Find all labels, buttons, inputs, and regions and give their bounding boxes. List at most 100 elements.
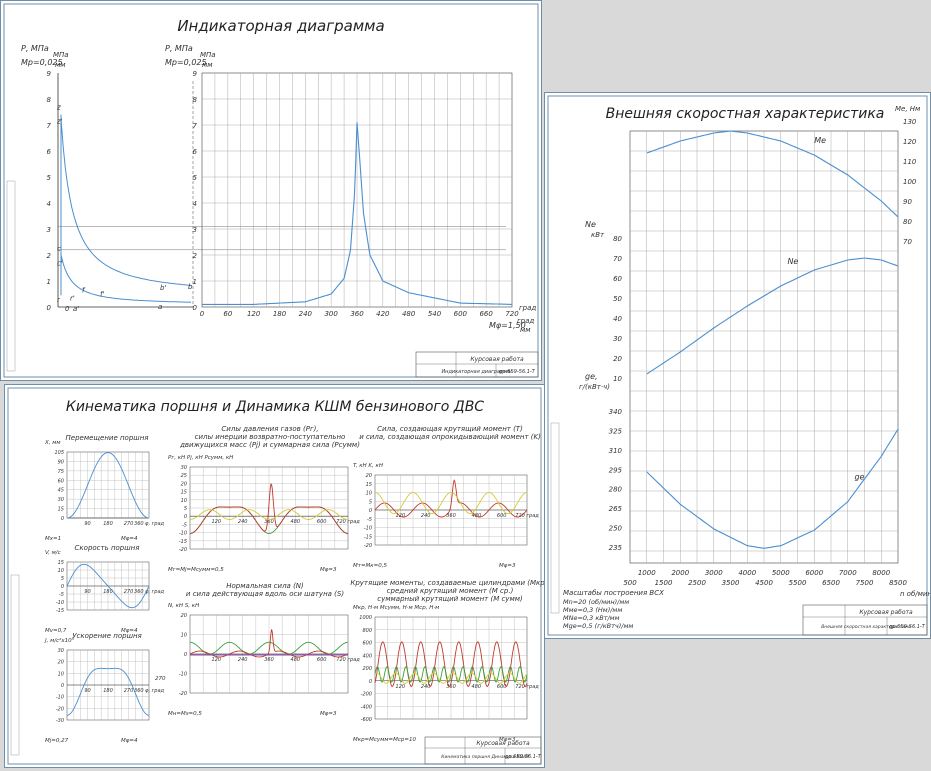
chart-y-tick: 0 — [61, 683, 64, 689]
chart-x-tick: 720 град — [515, 513, 539, 519]
stamp-code: gp.6Б9-56.1-Т — [889, 624, 925, 630]
chart-x-tick: 120 — [212, 657, 222, 663]
title-block: Курсовая работа Индикаторная диаграмма g… — [415, 351, 539, 378]
chart-y-tick: -10 — [179, 672, 187, 678]
chart-y-tick: 600 — [362, 641, 372, 647]
pv-y-tick: 1 — [47, 278, 51, 286]
ne-axis-unit2: кВт — [591, 231, 605, 239]
chart-forces: Силы давления газов (Рг),силы инерции во… — [168, 425, 360, 573]
chart-title-line: Перемещение поршня — [66, 434, 149, 442]
chart-title-line: движущихся масс (Рj) и суммарная сила (Р… — [179, 441, 360, 449]
chart-y-tick: 15 — [366, 482, 372, 488]
pv-y-tick: 9 — [47, 70, 52, 78]
chart-x-tick: 240 — [238, 657, 248, 663]
chart-y-tick: 10 — [181, 498, 187, 504]
pt-x-tick: 60 — [223, 310, 232, 318]
me-tick: 110 — [903, 158, 917, 166]
pv-y-tick: 0 — [47, 304, 52, 312]
chart-x-tick: 360 — [264, 519, 274, 525]
chart-y-tick: -5 — [59, 592, 64, 598]
ge-tick: 265 — [609, 505, 623, 513]
ge-tick: 295 — [609, 466, 623, 474]
chart-y-tick: 105 — [54, 450, 64, 456]
chart-side-label: 270 — [155, 676, 166, 682]
rpm-tick-bottom: 5500 — [789, 579, 807, 587]
chart-y-tick: 75 — [58, 469, 64, 475]
ge-tick: 250 — [609, 525, 623, 533]
chart-y-tick: 0 — [184, 514, 187, 520]
chart-y-tick: 20 — [366, 473, 372, 479]
pv-point-label: f — [82, 287, 86, 295]
pv-axis-scale: Мр=0,025 — [21, 58, 63, 67]
chart-y-tick: 0 — [61, 516, 64, 522]
kinematics-title: Кинематика поршня и Динамика КШМ бензино… — [66, 399, 484, 415]
chart-y-tick: -10 — [364, 526, 372, 532]
speed-characteristic-sheet: Внешняя скоростная характеристика Me, Нм… — [544, 92, 931, 639]
pt-axis-frac-top: МПа — [200, 51, 216, 59]
chart-scale-y: Мт=Мк=0,5 — [353, 563, 387, 569]
ne-tick: 40 — [613, 315, 622, 323]
chart-y-tick: 15 — [58, 507, 64, 513]
chart-x-tick: 720 град — [515, 684, 539, 690]
ge-tick: 235 — [609, 544, 623, 552]
chart-y-tick: 400 — [362, 653, 372, 659]
ne-axis-unit: Ne — [585, 220, 596, 229]
chart-y-tick: -15 — [56, 608, 64, 614]
chart-y-tick: -20 — [179, 691, 187, 697]
chart-ns: Нормальная сила (N)и сила действующая вд… — [168, 582, 360, 717]
pressure-curve — [202, 122, 512, 305]
chart-x-tick: 270 — [124, 589, 134, 595]
me-tick: 130 — [903, 118, 917, 126]
chart-x-tick: 180 — [103, 521, 113, 527]
chart-tk: Сила, создающая крутящий момент (T)и сил… — [353, 425, 541, 569]
chart-x-tick: 120 — [212, 519, 222, 525]
rpm-tick-top: 1000 — [638, 569, 656, 577]
rpm-tick-top: 2000 — [671, 569, 689, 577]
pt-x-unit: град — [519, 304, 536, 312]
chart-y-tick: -20 — [364, 543, 372, 549]
chart-y-tick: 30 — [58, 497, 64, 503]
chart-title-line: Сила, создающая крутящий момент (T) — [377, 425, 523, 433]
pt-axis-unit: Р, МПа — [165, 44, 193, 53]
chart-y-tick: 10 — [181, 633, 187, 639]
chart-title-line: Крутящие моменты, создаваемые цилиндрами… — [350, 579, 544, 587]
chart-scale-y: Мj=0,27 — [45, 738, 69, 744]
chart-series-0 — [374, 479, 528, 518]
chart-y-tick: 10 — [58, 568, 64, 574]
pv-point-label: b' — [160, 284, 166, 292]
chart-y-tick: 60 — [58, 478, 64, 484]
me-tick: 120 — [903, 138, 917, 146]
chart-y-tick: -15 — [364, 534, 372, 540]
pv-point-label: c — [57, 245, 61, 253]
chart-series-2 — [374, 672, 528, 684]
indicator-title: Индикаторная диаграмма — [177, 17, 384, 35]
chart-x-tick: 360 — [446, 684, 456, 690]
chart-y-tick: -15 — [179, 539, 187, 545]
chart-y-tick: 10 — [366, 491, 372, 497]
me-tick: 100 — [903, 178, 917, 186]
rpm-tick-bottom: 500 — [623, 579, 637, 587]
ne-curve — [646, 257, 899, 375]
ne-tick: 80 — [613, 235, 622, 243]
rpm-tick-top: 5000 — [772, 569, 790, 577]
chart-x-tick: 270 — [124, 688, 134, 694]
pt-y-tick: 4 — [193, 200, 197, 208]
ge-curve-label: ge — [854, 473, 864, 482]
pv-point-label: z — [56, 103, 61, 111]
chart-y-tick: -10 — [179, 531, 187, 537]
chart-x-tick: 90 — [84, 589, 90, 595]
chart-x-tick: 480 — [291, 657, 301, 663]
pt-x-tick: 180 — [273, 310, 287, 318]
pt-y-tick: 6 — [193, 148, 198, 156]
chart-y-label: N, кН S, кН — [168, 603, 199, 609]
chart-title-line: Скорость поршня — [75, 544, 140, 552]
ne-tick: 20 — [613, 355, 622, 363]
pt-y-tick: 8 — [193, 96, 198, 104]
pt-axis-scale: Мр=0,025 — [165, 58, 207, 67]
chart-y-tick: 0 — [184, 652, 187, 658]
ne-tick: 50 — [613, 295, 622, 303]
chart-y-tick: 20 — [181, 613, 187, 619]
side-stamp-strip — [10, 574, 20, 756]
pt-x-frac-bot: мм — [520, 326, 531, 334]
